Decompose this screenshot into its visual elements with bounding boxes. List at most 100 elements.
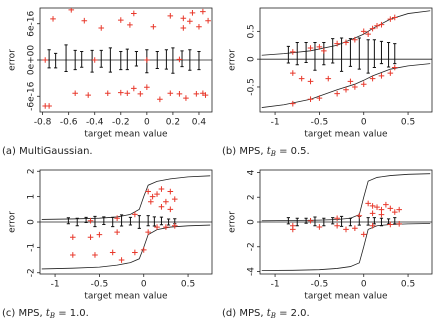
point [396,206,402,213]
point [307,45,314,51]
plot-area [260,173,432,271]
point [374,204,380,210]
error-bar [146,215,150,227]
x-tick-label: 0.4 [192,118,207,128]
point [387,205,394,212]
error-bar [197,51,201,71]
point [148,198,154,205]
point [145,229,151,235]
error-bar [159,216,164,226]
error-bar [84,216,88,224]
y-tick-label: -0.5 [247,78,257,96]
point [378,73,385,79]
error-bar [155,51,159,69]
x-tick-label: 0 [141,280,147,290]
point [144,57,150,63]
error-bar [348,38,353,67]
point [193,91,200,97]
point [205,17,211,24]
point [334,215,340,222]
point [167,90,174,97]
point [154,191,160,197]
point [42,57,49,63]
point [396,221,402,227]
error-bar [295,41,299,66]
point [171,196,178,202]
point [176,56,183,63]
x-tick-label: -0.8 [34,118,52,128]
point [391,64,398,71]
point [352,36,358,43]
error-bar [125,48,129,71]
point [176,91,183,97]
point [387,221,394,228]
point [343,86,349,93]
x-tick-label: -0.4 [86,118,104,128]
point [391,209,398,215]
x-tick-label: -0.6 [60,118,78,128]
error-bar [99,49,103,68]
point [183,95,189,101]
x-axis-label: target mean value [84,292,168,302]
error-bar [90,49,94,73]
error-bar [386,41,391,68]
point [87,234,94,241]
error-bar [372,39,376,69]
error-bar [322,217,326,227]
point [96,231,103,238]
point [149,193,156,200]
caption-rest: = 2.0. [276,308,310,319]
caption-subscript: B [270,312,276,320]
x-tick-label: -1 [271,280,280,290]
point [91,57,98,63]
point [374,22,380,29]
curve [261,10,431,56]
x-tick-label: 0 [361,118,367,128]
caption-rest: = 1.0. [55,308,89,319]
error-bar [111,216,115,228]
error-bar [47,49,51,69]
point [321,48,327,54]
error-bar [73,49,77,71]
point [202,92,209,98]
point [114,229,120,235]
point [343,39,349,46]
error-bar [75,217,79,227]
point [378,21,385,28]
point [87,217,94,224]
error-bar [372,217,376,225]
x-tick-label: -0.5 [311,280,329,290]
error-bar [366,39,370,74]
y-axis-label: error [8,211,18,233]
caption-text: (d) MPS, [222,308,267,319]
point [127,22,133,28]
point [158,186,165,192]
y-axis-label: error [228,211,238,233]
point [347,78,354,85]
point [378,211,385,218]
point [109,249,116,256]
point [290,49,296,55]
y-tick-label: -1 [27,243,37,252]
y-tick-label: 1 [27,194,37,200]
point [163,198,169,205]
error-bar [366,217,370,226]
panel: -1 -0.5 0 0.5 -0.5 0 0.5 target mean value error… [222,7,433,159]
panel: -0.8 -0.6 -0.4 -0.2 0 0.2 0.4 -6e-16 0e+00 6e-16 t… [2,7,213,157]
plot-area [260,10,432,108]
point [360,28,367,35]
error-bar [313,41,317,71]
error-bar [66,217,70,225]
point [360,231,367,238]
point [325,75,332,82]
x-tick-label: -1 [51,280,60,290]
x-tick-label: 0.5 [401,118,415,128]
point [307,217,314,224]
y-tick-label: 0 [247,56,257,62]
caption-text: (a) MultiGaussian. [2,146,93,157]
point [369,222,376,229]
caption: (b) MPS, tB = 0.5. [222,146,310,159]
point [144,84,150,91]
point [157,96,163,103]
point [145,188,151,195]
